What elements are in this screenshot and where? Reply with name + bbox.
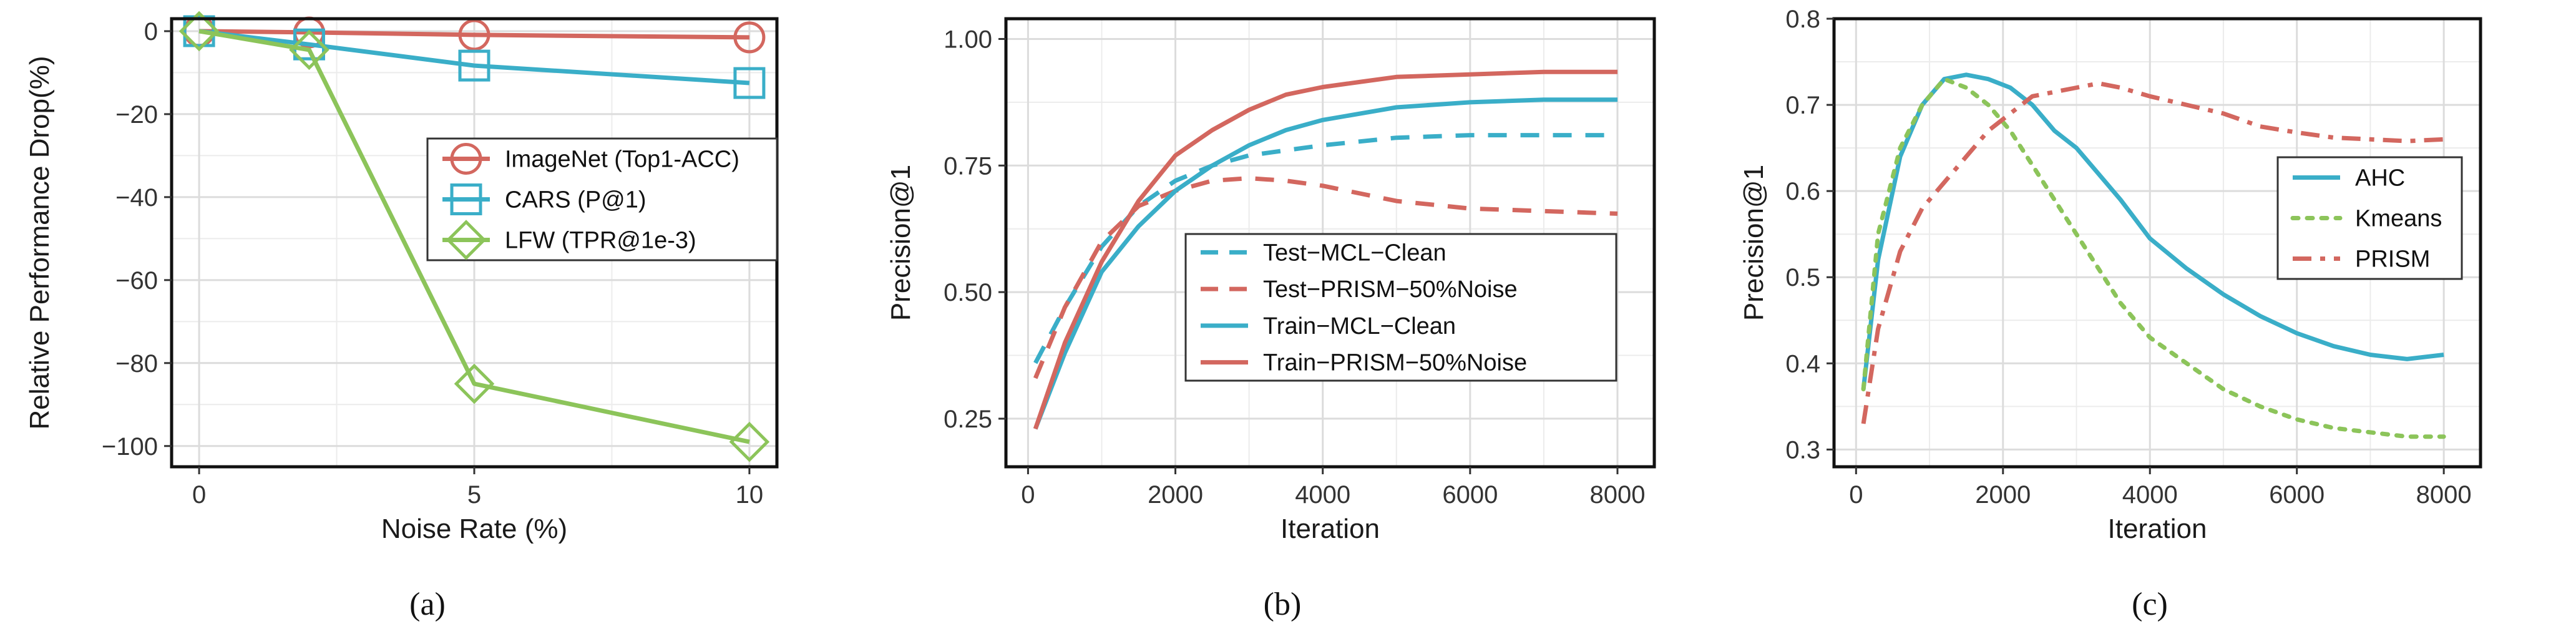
x-tick-label: 8000 — [1589, 481, 1645, 509]
y-tick-label: 0.3 — [1785, 436, 1820, 464]
series-line — [198, 29, 750, 85]
legend-label: Kmeans — [2355, 206, 2442, 232]
legend-label: Train−MCL−Clean — [1263, 313, 1456, 339]
x-tick-label: 2000 — [1975, 481, 2031, 509]
legend-label: Train−PRISM−50%Noise — [1263, 350, 1527, 376]
data-point — [183, 15, 215, 47]
y-axis-label: Relative Performance Drop(%) — [24, 56, 55, 429]
y-tick-label: −100 — [102, 433, 158, 461]
x-tick-label: 5 — [467, 481, 481, 509]
y-tick-label: 0.25 — [944, 406, 992, 433]
series-line — [1861, 77, 2446, 439]
series-line — [1861, 81, 2444, 424]
panel-caption: (a) — [409, 587, 446, 622]
data-point — [458, 19, 490, 51]
legend: Test−MCL−Clean Test−PRISM−50%Noise Train−M… — [1184, 233, 1617, 382]
data-point — [454, 363, 495, 404]
series-line — [1033, 133, 1617, 364]
x-tick-label: 0 — [1849, 481, 1863, 509]
y-axis-label: Precision@1 — [1739, 165, 1769, 321]
legend-label: Test−PRISM−50%Noise — [1263, 276, 1518, 303]
y-tick-label: −20 — [115, 101, 158, 129]
data-point — [178, 11, 220, 52]
series-line — [199, 29, 749, 40]
series-2 — [183, 15, 766, 99]
legend-label: CARS (P@1) — [505, 187, 646, 213]
series-line — [1033, 69, 1617, 430]
y-tick-label: 0.6 — [1785, 178, 1820, 205]
legend-marker — [446, 220, 487, 260]
legend: ImageNet (Top1-ACC) CARS (P@1) LFW (TPR@1e… — [426, 137, 778, 261]
x-tick-label: 0 — [192, 481, 206, 509]
y-tick-label: 0 — [144, 18, 158, 46]
plot-frame — [1004, 17, 1656, 469]
series-1 — [1033, 133, 1617, 364]
x-axis-label: Noise Rate (%) — [381, 514, 567, 544]
series-4 — [1033, 69, 1617, 430]
data-point — [729, 421, 770, 462]
y-tick-label: −40 — [115, 184, 158, 212]
legend-box — [1184, 233, 1617, 382]
data-point — [458, 49, 490, 82]
series-3 — [178, 11, 770, 462]
x-tick-label: 0 — [1021, 481, 1035, 509]
series-3 — [1033, 97, 1617, 430]
x-tick-label: 8000 — [2416, 481, 2472, 509]
plot-frame — [1832, 17, 2482, 469]
legend-label: ImageNet (Top1-ACC) — [505, 147, 739, 173]
x-tick-label: 4000 — [2122, 481, 2178, 509]
chart-panel-2: 0 2000 4000 6000 8000 0.25 0.50 0.75 1.00 Iterati… — [886, 17, 1656, 622]
y-tick-label: −60 — [115, 267, 158, 295]
data-point — [733, 21, 766, 54]
series-line — [1033, 97, 1617, 430]
data-point — [733, 67, 766, 99]
x-tick-label: 6000 — [1442, 481, 1498, 509]
chart-panel-1: 0 5 10 0 −20 −40 −60 −80 −100 Noise Rate (%) Relat… — [24, 11, 779, 622]
y-tick-label: 1.00 — [944, 26, 992, 53]
series-3 — [1861, 81, 2444, 424]
legend-label: LFW (TPR@1e-3) — [505, 228, 696, 254]
legend-marker — [450, 143, 482, 175]
series-line — [198, 29, 750, 444]
data-point — [289, 29, 329, 71]
series-line — [1861, 72, 2444, 390]
x-tick-label: 4000 — [1295, 481, 1350, 509]
x-tick-label: 10 — [736, 481, 764, 509]
y-tick-label: 0.75 — [944, 152, 992, 180]
y-tick-label: 0.4 — [1785, 350, 1820, 378]
legend: AHC Kmeans PRISM — [2276, 156, 2463, 280]
y-tick-label: 0.8 — [1785, 6, 1820, 33]
legend-label: AHC — [2355, 165, 2405, 192]
y-axis-label: Precision@1 — [886, 165, 916, 321]
panel-caption: (c) — [2132, 587, 2168, 622]
panel-caption: (b) — [1264, 587, 1302, 622]
x-tick-label: 2000 — [1148, 481, 1203, 509]
x-tick-label: 6000 — [2269, 481, 2325, 509]
legend-label: Test−MCL−Clean — [1263, 240, 1447, 266]
legend-label: PRISM — [2355, 246, 2430, 273]
x-axis-label: Iteration — [1281, 514, 1380, 544]
chart-panel-3: 0 2000 4000 6000 8000 0.3 0.4 0.5 0.6 0.7 0.8 Itera… — [1739, 6, 2482, 622]
y-tick-label: 0.7 — [1785, 92, 1820, 119]
series-2 — [1861, 77, 2446, 439]
y-tick-label: 0.50 — [944, 279, 992, 306]
y-tick-label: 0.5 — [1785, 264, 1820, 291]
x-axis-label: Iteration — [2108, 514, 2207, 544]
series-1 — [1861, 72, 2444, 390]
legend-marker — [450, 183, 482, 215]
y-tick-label: −80 — [115, 350, 158, 378]
